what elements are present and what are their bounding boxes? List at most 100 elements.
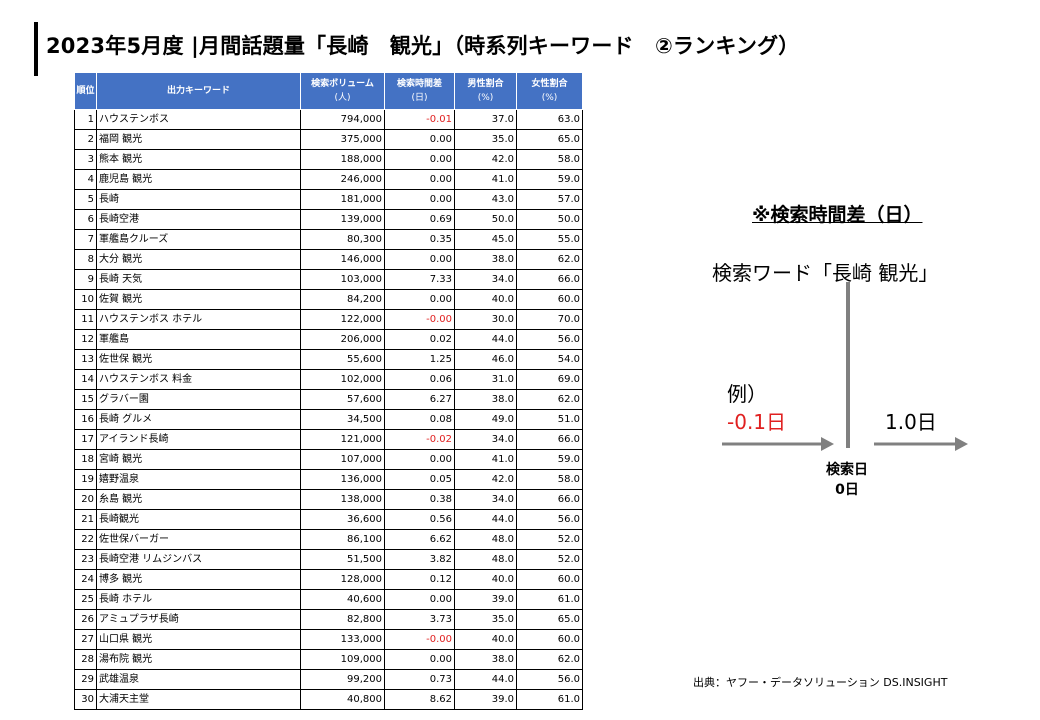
volume-cell: 138,000 — [300, 489, 385, 510]
time-diff-cell: 0.12 — [384, 569, 455, 590]
time-diff-cell: -0.01 — [384, 109, 455, 130]
volume-cell: 136,000 — [300, 469, 385, 490]
rank-cell: 11 — [74, 309, 97, 330]
volume-cell: 103,000 — [300, 269, 385, 290]
female-ratio-cell: 56.0 — [516, 669, 583, 690]
volume-cell: 82,800 — [300, 609, 385, 630]
time-diff-cell: 0.00 — [384, 189, 455, 210]
volume-cell: 102,000 — [300, 369, 385, 390]
male-ratio-cell: 34.0 — [454, 489, 517, 510]
rank-cell: 8 — [74, 249, 97, 270]
rank-cell: 18 — [74, 449, 97, 470]
keyword-cell: 長崎 天気 — [96, 269, 301, 290]
table-row: 10 佐賀 観光 84,200 0.00 40.0 60.0 — [74, 289, 583, 310]
keyword-cell: 山口県 観光 — [96, 629, 301, 650]
volume-cell: 80,300 — [300, 229, 385, 250]
rank-cell: 19 — [74, 469, 97, 490]
female-ratio-cell: 65.0 — [516, 129, 583, 150]
rank-cell: 7 — [74, 229, 97, 250]
time-diff-cell: 0.35 — [384, 229, 455, 250]
female-ratio-cell: 62.0 — [516, 649, 583, 670]
male-ratio-cell: 48.0 — [454, 549, 517, 570]
rank-cell: 15 — [74, 389, 97, 410]
table-row: 6 長崎空港 139,000 0.69 50.0 50.0 — [74, 209, 583, 230]
table-row: 3 熊本 観光 188,000 0.00 42.0 58.0 — [74, 149, 583, 170]
col-header-rank: 順位 — [74, 72, 97, 110]
male-ratio-cell: 48.0 — [454, 529, 517, 550]
female-ratio-cell: 63.0 — [516, 109, 583, 130]
time-diff-diagram — [722, 282, 968, 451]
volume-cell: 99,200 — [300, 669, 385, 690]
table-row: 28 湯布院 観光 109,000 0.00 38.0 62.0 — [74, 649, 583, 670]
keyword-cell: 大浦天主堂 — [96, 689, 301, 710]
keyword-ranking-table: 順位 出力キーワード 検索ボリューム (人) 検索時間差 (日) 男性割合 (%) 女… — [74, 72, 583, 710]
keyword-cell: 福岡 観光 — [96, 129, 301, 150]
time-diff-cell: 0.00 — [384, 249, 455, 270]
keyword-cell: アミュプラザ長崎 — [96, 609, 301, 630]
volume-cell: 246,000 — [300, 169, 385, 190]
keyword-cell: 軍艦島 — [96, 329, 301, 350]
rank-cell: 21 — [74, 509, 97, 530]
table-row: 29 武雄温泉 99,200 0.73 44.0 56.0 — [74, 669, 583, 690]
table-row: 14 ハウステンボス 料金 102,000 0.06 31.0 69.0 — [74, 369, 583, 390]
volume-cell: 84,200 — [300, 289, 385, 310]
female-ratio-cell: 56.0 — [516, 329, 583, 350]
female-ratio-cell: 66.0 — [516, 269, 583, 290]
volume-cell: 57,600 — [300, 389, 385, 410]
keyword-cell: 嬉野温泉 — [96, 469, 301, 490]
volume-cell: 55,600 — [300, 349, 385, 370]
male-ratio-cell: 35.0 — [454, 609, 517, 630]
male-ratio-cell: 41.0 — [454, 449, 517, 470]
female-ratio-cell: 66.0 — [516, 429, 583, 450]
female-ratio-cell: 52.0 — [516, 549, 583, 570]
time-diff-cell: 0.00 — [384, 649, 455, 670]
female-ratio-cell: 61.0 — [516, 589, 583, 610]
volume-cell: 139,000 — [300, 209, 385, 230]
rank-cell: 10 — [74, 289, 97, 310]
male-ratio-cell: 38.0 — [454, 389, 517, 410]
female-ratio-cell: 55.0 — [516, 229, 583, 250]
volume-cell: 36,600 — [300, 509, 385, 530]
volume-cell: 40,600 — [300, 589, 385, 610]
rank-cell: 2 — [74, 129, 97, 150]
volume-cell: 375,000 — [300, 129, 385, 150]
col-header-male: 男性割合 (%) — [454, 72, 517, 110]
rank-cell: 16 — [74, 409, 97, 430]
keyword-cell: 長崎観光 — [96, 509, 301, 530]
male-ratio-cell: 40.0 — [454, 569, 517, 590]
rank-cell: 6 — [74, 209, 97, 230]
keyword-cell: 博多 観光 — [96, 569, 301, 590]
table-row: 21 長崎観光 36,600 0.56 44.0 56.0 — [74, 509, 583, 530]
table-row: 20 糸島 観光 138,000 0.38 34.0 66.0 — [74, 489, 583, 510]
keyword-cell: 長崎空港 リムジンバス — [96, 549, 301, 570]
male-ratio-cell: 43.0 — [454, 189, 517, 210]
time-diff-cell: -0.00 — [384, 309, 455, 330]
keyword-cell: 長崎 ホテル — [96, 589, 301, 610]
male-ratio-cell: 38.0 — [454, 249, 517, 270]
rank-cell: 25 — [74, 589, 97, 610]
male-ratio-cell: 31.0 — [454, 369, 517, 390]
keyword-cell: 武雄温泉 — [96, 669, 301, 690]
male-ratio-cell: 42.0 — [454, 149, 517, 170]
table-row: 1 ハウステンボス 794,000 -0.01 37.0 63.0 — [74, 109, 583, 130]
female-ratio-cell: 69.0 — [516, 369, 583, 390]
time-diff-cell: 0.38 — [384, 489, 455, 510]
search-day-label-line1: 検索日 — [826, 462, 868, 478]
rank-cell: 1 — [74, 109, 97, 130]
female-ratio-cell: 60.0 — [516, 289, 583, 310]
male-ratio-cell: 41.0 — [454, 169, 517, 190]
time-diff-cell: 0.00 — [384, 149, 455, 170]
time-diff-cell: -0.02 — [384, 429, 455, 450]
female-ratio-cell: 58.0 — [516, 469, 583, 490]
table-row: 23 長崎空港 リムジンバス 51,500 3.82 48.0 52.0 — [74, 549, 583, 570]
male-ratio-cell: 38.0 — [454, 649, 517, 670]
male-ratio-cell: 46.0 — [454, 349, 517, 370]
male-ratio-cell: 44.0 — [454, 669, 517, 690]
title-accent-bar — [34, 22, 38, 76]
female-ratio-cell: 66.0 — [516, 489, 583, 510]
keyword-cell: 熊本 観光 — [96, 149, 301, 170]
table-row: 22 佐世保バーガー 86,100 6.62 48.0 52.0 — [74, 529, 583, 550]
keyword-cell: ハウステンボス ホテル — [96, 309, 301, 330]
volume-cell: 121,000 — [300, 429, 385, 450]
time-diff-cell: 0.00 — [384, 169, 455, 190]
